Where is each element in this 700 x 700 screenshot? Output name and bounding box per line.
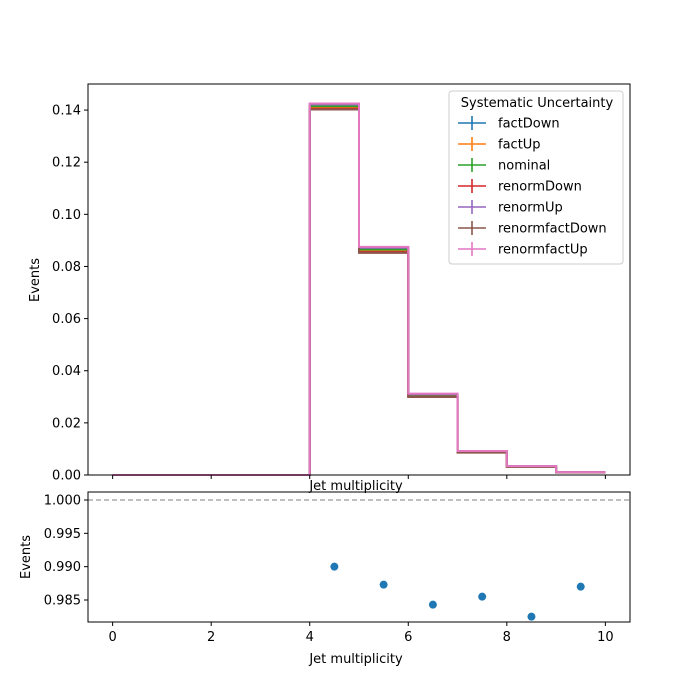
legend-title: Systematic Uncertainty bbox=[461, 96, 614, 111]
bottom-y-tick-label: 1.000 bbox=[44, 494, 81, 509]
legend-label: factDown bbox=[498, 117, 560, 132]
top-y-tick-label: 0.02 bbox=[52, 416, 81, 431]
top-y-tick-label: 0.08 bbox=[52, 260, 81, 275]
legend: Systematic Uncertainty factDown factUp nom… bbox=[448, 90, 624, 265]
top-y-axis-label: Events bbox=[28, 258, 43, 302]
legend-label: factUp bbox=[498, 138, 541, 153]
legend-item-nominal: nominal bbox=[458, 158, 550, 174]
bottom-y-tick-label: 0.990 bbox=[44, 560, 81, 575]
bottom-x-tick-label: 10 bbox=[597, 630, 614, 645]
top-plot-frame bbox=[87, 83, 631, 476]
bottom-y-tick-label: 0.985 bbox=[44, 594, 81, 609]
top-y-ticks: 0.00 0.02 0.04 0.06 0.08 0.10 0.12 0.14 bbox=[52, 104, 88, 484]
top-y-tick-label: 0.06 bbox=[52, 312, 81, 327]
bottom-y-axis-label: Events bbox=[19, 535, 34, 579]
bottom-plot-area bbox=[88, 492, 630, 622]
legend-item-renormDown: renormDown bbox=[458, 179, 582, 195]
ratio-point bbox=[478, 592, 487, 601]
top-y-tick-label: 0.00 bbox=[52, 469, 81, 484]
ratio-point bbox=[330, 562, 339, 571]
legend-item-factUp: factUp bbox=[458, 137, 541, 153]
ratio-point bbox=[576, 582, 585, 591]
top-y-tick-label: 0.12 bbox=[52, 156, 81, 171]
top-panel: 0.000.020.040.060.080.100.120.14 Events … bbox=[28, 83, 631, 484]
bottom-x-tick-label: 8 bbox=[503, 630, 511, 645]
legend-label: renormfactUp bbox=[498, 243, 588, 258]
bottom-panel: 0 2 4 6 8 10 0.985 0.990 0.995 1.000 Jet multipl… bbox=[19, 479, 631, 667]
legend-label: renormDown bbox=[498, 180, 582, 195]
legend-item-renormfactUp: renormfactUp bbox=[458, 242, 588, 258]
ratio-point bbox=[527, 612, 536, 621]
ratio-points bbox=[330, 562, 585, 621]
top-x-ticks bbox=[112, 475, 606, 479]
top-y-tick-label: 0.04 bbox=[52, 364, 81, 379]
bottom-y-tick-label: 0.995 bbox=[44, 527, 81, 542]
bottom-x-tick-label: 2 bbox=[207, 630, 215, 645]
top-y-tick-label: 0.10 bbox=[52, 208, 81, 223]
bottom-title: Jet multiplicity bbox=[308, 479, 403, 494]
bottom-y-ticks: 0.985 0.990 0.995 1.000 bbox=[44, 494, 88, 609]
bottom-plot-frame bbox=[87, 491, 631, 623]
bottom-x-axis-label: Jet multiplicity bbox=[308, 652, 403, 667]
bottom-x-ticks: 0 2 4 6 8 10 bbox=[108, 622, 614, 645]
legend-item-renormfactDown: renormfactDown bbox=[458, 221, 607, 237]
bottom-x-tick-label: 0 bbox=[108, 630, 116, 645]
legend-entries: factDown factUp nominal renormDown renormUp r… bbox=[458, 116, 607, 258]
top-y-tick-label: 0.14 bbox=[52, 104, 81, 119]
legend-label: nominal bbox=[498, 159, 550, 174]
legend-label: renormfactDown bbox=[498, 222, 607, 237]
bottom-x-tick-label: 4 bbox=[306, 630, 314, 645]
legend-item-factDown: factDown bbox=[458, 116, 560, 132]
legend-item-renormUp: renormUp bbox=[458, 200, 563, 216]
legend-label: renormUp bbox=[498, 201, 563, 216]
bottom-x-tick-label: 6 bbox=[404, 630, 412, 645]
ratio-point bbox=[379, 580, 388, 589]
legend-box bbox=[448, 90, 624, 265]
ratio-point bbox=[428, 600, 437, 609]
